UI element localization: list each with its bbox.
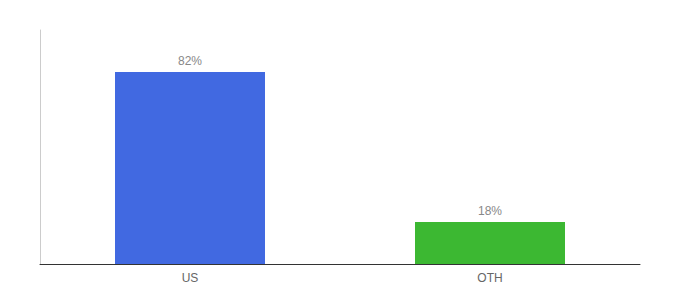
svg-text:18%: 18% bbox=[478, 204, 502, 218]
svg-text:US: US bbox=[182, 271, 199, 285]
svg-text:82%: 82% bbox=[178, 54, 202, 68]
svg-text:OTH: OTH bbox=[477, 271, 502, 285]
